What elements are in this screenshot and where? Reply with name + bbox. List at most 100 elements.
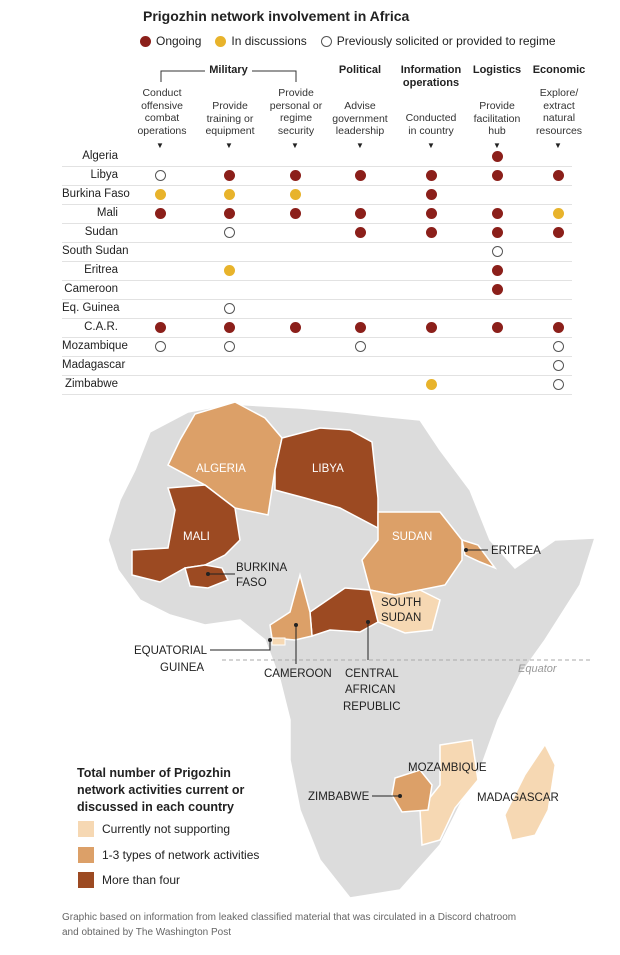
ongoing-dot-icon [426, 322, 437, 333]
discussions-dot-icon [155, 189, 166, 200]
legend-ongoing-label: Ongoing [156, 34, 202, 48]
military-bracket [160, 70, 297, 82]
country-name: Cameroon [64, 283, 118, 295]
ongoing-dot-icon [492, 265, 503, 276]
table-row: Cameroon [62, 280, 572, 300]
discussions-dot-icon [215, 35, 227, 47]
ongoing-dot-icon [290, 170, 301, 181]
discussions-dot-icon [553, 208, 564, 219]
ongoing-dot-icon [492, 227, 503, 238]
category-information-operations: Information operations [400, 64, 462, 89]
column-header-resources: Explore/ extract natural resources [535, 87, 583, 137]
scale-item-medium-label: 1-3 types of network activities [102, 848, 260, 862]
ongoing-dot-icon [492, 170, 503, 181]
eq-guinea-label-1: EQUATORIAL [134, 645, 208, 657]
ongoing-dot-icon [155, 208, 166, 219]
ongoing-dot-icon [355, 208, 366, 219]
table-row: Algeria [62, 147, 572, 167]
column-header-conducted: Conducted in country [405, 112, 457, 137]
country-name: Burkina Faso [62, 188, 130, 200]
equator-label: Equator [518, 663, 558, 675]
ongoing-dot-icon [553, 170, 564, 181]
ongoing-dot-icon [290, 208, 301, 219]
eritrea-label: ERITREA [491, 545, 541, 557]
column-arrow-icon: ▼ [356, 141, 364, 150]
table-row: C.A.R. [62, 318, 572, 338]
ongoing-dot-icon [355, 227, 366, 238]
column-header-hub: Provide facilitation hub [473, 100, 521, 137]
previous-dot-icon [224, 341, 235, 352]
column-arrow-icon: ▼ [156, 141, 164, 150]
scale-item-high-label: More than four [102, 873, 181, 887]
ongoing-dot-icon [553, 322, 564, 333]
column-header-combat: Conduct offensive combat operations [137, 87, 187, 137]
column-header-advise: Advise government leadership [332, 100, 388, 137]
algeria-label: ALGERIA [196, 463, 246, 475]
ongoing-dot-icon [492, 151, 503, 162]
discussions-dot-icon [224, 189, 235, 200]
footnote: Graphic based on information from leaked… [62, 912, 517, 938]
category-economic: Economic [532, 64, 586, 76]
africa-map: Equator ALGERIA LIBYA MALI SUDAN SOUTH S… [107, 401, 597, 899]
previous-dot-icon [553, 360, 564, 371]
ongoing-dot-icon [155, 322, 166, 333]
ongoing-dot-icon [140, 35, 151, 47]
ongoing-dot-icon [492, 322, 503, 333]
ongoing-dot-icon [355, 322, 366, 333]
scale-item-none: Currently not supporting [78, 821, 230, 837]
previous-dot-icon [155, 341, 166, 352]
table-row: South Sudan [62, 242, 572, 262]
legend-discussions-label: In discussions [231, 34, 307, 48]
burkina-label-2: FASO [236, 577, 267, 589]
table-row: Mali [62, 204, 572, 224]
previous-dot-icon [320, 35, 332, 47]
table-row: Eritrea [62, 261, 572, 281]
ongoing-dot-icon [426, 227, 437, 238]
country-name: Zimbabwe [64, 378, 118, 390]
previous-dot-icon [553, 341, 564, 352]
discussions-dot-icon [224, 265, 235, 276]
ongoing-dot-icon [426, 208, 437, 219]
ongoing-dot-icon [492, 208, 503, 219]
sudan-label: SUDAN [392, 531, 432, 543]
scale-item-medium: 1-3 types of network activities [78, 847, 259, 863]
category-military: Military [209, 64, 248, 76]
table-row: Madagascar [62, 356, 572, 376]
country-name: Eq. Guinea [62, 302, 120, 314]
country-name: South Sudan [62, 245, 129, 257]
eq-guinea-label-2: GUINEA [160, 662, 204, 674]
discussions-dot-icon [426, 379, 437, 390]
legend-ongoing: Ongoing [140, 34, 201, 48]
ongoing-dot-icon [492, 284, 503, 295]
legend-discussions: In discussions [215, 34, 307, 48]
category-logistics: Logistics [472, 64, 522, 76]
table-row: Eq. Guinea [62, 299, 572, 319]
column-header-security: Provide personal or regime security [269, 87, 323, 137]
table-row: Libya [62, 166, 572, 186]
previous-dot-icon [224, 303, 235, 314]
burkina-label-1: BURKINA [236, 562, 287, 574]
country-name: Sudan [84, 226, 118, 238]
column-arrow-icon: ▼ [554, 141, 562, 150]
dark-swatch [78, 872, 94, 888]
column-arrow-icon: ▼ [427, 141, 435, 150]
madagascar-label: MADAGASCAR [477, 792, 559, 804]
discussions-dot-icon [290, 189, 301, 200]
table-row: Burkina Faso [62, 185, 572, 205]
previous-dot-icon [224, 227, 235, 238]
car-label-2: AFRICAN [345, 684, 395, 696]
category-political: Political [338, 64, 382, 76]
scale-item-none-label: Currently not supporting [102, 822, 231, 836]
mozambique-label: MOZAMBIQUE [408, 762, 487, 774]
ongoing-dot-icon [290, 322, 301, 333]
table-row: Sudan [62, 223, 572, 243]
car-label-1: CENTRAL [345, 668, 399, 680]
previous-dot-icon [355, 341, 366, 352]
chart-title: Prigozhin network involvement in Africa [143, 8, 410, 24]
previous-dot-icon [492, 246, 503, 257]
column-arrow-icon: ▼ [291, 141, 299, 150]
legend-previous-label: Previously solicited or provided to regi… [336, 34, 556, 48]
ongoing-dot-icon [224, 170, 235, 181]
country-name: Madagascar [62, 359, 126, 371]
mali-label: MALI [183, 531, 210, 543]
